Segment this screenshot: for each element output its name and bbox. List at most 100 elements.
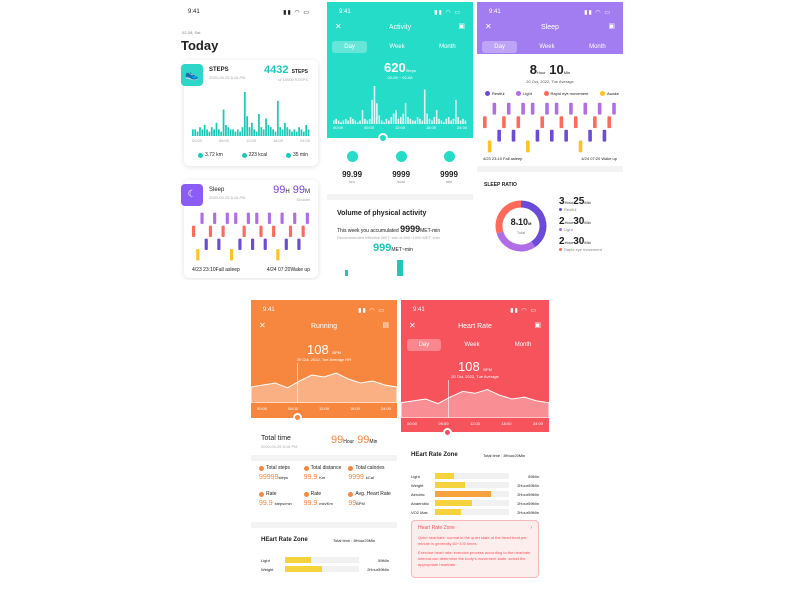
zone-bar — [435, 482, 465, 488]
calorie-icon — [395, 151, 407, 163]
step-bar — [227, 127, 230, 136]
total-hours: 99 — [331, 434, 344, 446]
close-icon[interactable]: ✕ — [485, 22, 492, 31]
activity-date: 02-05 ~ 02-08 — [387, 75, 413, 80]
heart-rate-area — [401, 388, 549, 418]
share-icon[interactable]: ▤ — [382, 322, 389, 329]
volume-value: 9999 — [400, 224, 421, 234]
step-bar — [192, 129, 194, 136]
step-bar — [274, 131, 277, 136]
part-h-unit: Hour — [564, 240, 574, 245]
sleep-segment — [217, 238, 221, 251]
calendar-icon[interactable]: ▣ — [534, 322, 541, 329]
zone-value: 2Hour59Min — [517, 482, 539, 488]
close-icon[interactable]: ✕ — [335, 22, 342, 31]
steps-kcal: 223 kcal — [248, 152, 268, 158]
axis-tick: 24:00 — [380, 406, 391, 411]
zone-name: Light — [261, 557, 270, 563]
tab-month[interactable]: Month — [514, 342, 532, 348]
calendar-icon[interactable]: ▣ — [458, 23, 465, 30]
legend-item: Light — [523, 91, 532, 96]
axis-tick: 24:00 — [299, 138, 310, 143]
sleep-segment — [540, 116, 545, 129]
sleep-segment — [516, 116, 521, 129]
step-bar — [267, 125, 270, 136]
tab-week[interactable]: Week — [389, 44, 405, 50]
zone-value: 59Min — [528, 473, 539, 479]
sleep-segment — [607, 116, 612, 129]
tab-week[interactable]: Week — [539, 44, 555, 50]
calorie-icon — [241, 152, 247, 158]
step-bar — [302, 131, 305, 136]
sleep-segment — [234, 212, 238, 225]
met-unit: MET~min — [391, 247, 413, 253]
sleep-segment — [593, 116, 597, 129]
steps-label: STEPS — [209, 67, 229, 73]
stat-label: Rate — [310, 491, 322, 497]
sleep-segment — [612, 102, 616, 115]
tab-week[interactable]: Week — [464, 342, 480, 348]
volume-line: This week you accumulated — [337, 228, 399, 234]
step-bar — [284, 122, 286, 136]
activity-bar — [404, 103, 407, 124]
step-bar — [199, 127, 201, 136]
sleep-segment — [526, 140, 530, 153]
heart-header-bg — [401, 300, 549, 432]
chart-slider-handle[interactable] — [293, 413, 302, 422]
sleep-label: Sleep — [209, 187, 225, 193]
activity-bar — [373, 86, 376, 124]
zone-title: HEart Rate Zone — [411, 452, 458, 458]
zone-name: Weight — [261, 566, 274, 572]
chart-slider-handle[interactable] — [443, 428, 452, 437]
sleep-card[interactable]: ☾ Sleep 2020-09-25 5:18 PM 99H 99M Snooz… — [181, 180, 318, 278]
step-bar — [269, 127, 272, 136]
clock-icon — [285, 152, 291, 158]
tab-month[interactable]: Month — [439, 44, 456, 50]
activity-bar — [352, 118, 354, 124]
volume-title: Volume of physical activity — [337, 210, 427, 217]
part-mins: 25 — [573, 196, 585, 207]
close-icon[interactable]: ✕ — [409, 321, 416, 330]
zone-bar — [285, 557, 311, 563]
axis-tick: 00:00 — [333, 125, 344, 130]
tab-day[interactable]: Day — [482, 41, 517, 53]
info-text: Exercise heart rate: exercise process ac… — [418, 550, 531, 567]
tab-day[interactable]: Day — [406, 339, 442, 351]
legend-swatch — [559, 228, 562, 231]
step-bar — [239, 131, 241, 136]
part-name: Light — [564, 227, 573, 232]
tab-day[interactable]: Day — [332, 41, 367, 53]
step-bar — [279, 127, 282, 136]
divider — [251, 522, 397, 528]
stat-value: 9999 — [440, 170, 458, 179]
zone-total: Total time : 8Hour20Min — [333, 538, 376, 543]
activity-bar — [392, 113, 395, 124]
divider — [327, 194, 473, 200]
legend-swatch — [543, 91, 549, 96]
activity-bar — [371, 99, 373, 124]
chart-slider-handle[interactable] — [378, 133, 388, 143]
zone-row: Weight 2Hour59Min — [411, 481, 539, 489]
steps-card[interactable]: 👟 STEPS 2020-09-25 5:18 PM 4432 STEPS of… — [181, 60, 318, 166]
axis-tick: 18:00 — [425, 125, 436, 130]
calendar-icon[interactable]: ▣ — [608, 23, 615, 30]
sleep-segment — [301, 225, 305, 238]
sleep-h-unit: H — [285, 189, 290, 195]
activity-bar — [359, 120, 361, 124]
axis-tick: 06:00 — [287, 406, 298, 411]
sleep-date: 20 Oct, 2022, Tue Average — [526, 79, 574, 84]
step-bar — [248, 127, 251, 136]
close-icon[interactable]: ✕ — [259, 321, 266, 330]
activity-bar — [397, 118, 400, 124]
sleep-segment — [511, 129, 516, 142]
page-title: Sleep — [541, 24, 559, 31]
stat-label: Total calories — [355, 465, 385, 471]
sleep-segment — [492, 102, 497, 115]
steps-goal: of 10000 STEPS — [278, 77, 308, 82]
ring-h-unit: h — [515, 221, 519, 226]
sleep-segment — [305, 212, 309, 225]
info-card[interactable]: Heart Rate Zone › Quiet heartrate: normal… — [411, 520, 539, 578]
tab-month[interactable]: Month — [589, 44, 606, 50]
part-hours: 2 — [559, 236, 565, 247]
chevron-right-icon[interactable]: › — [530, 525, 532, 531]
